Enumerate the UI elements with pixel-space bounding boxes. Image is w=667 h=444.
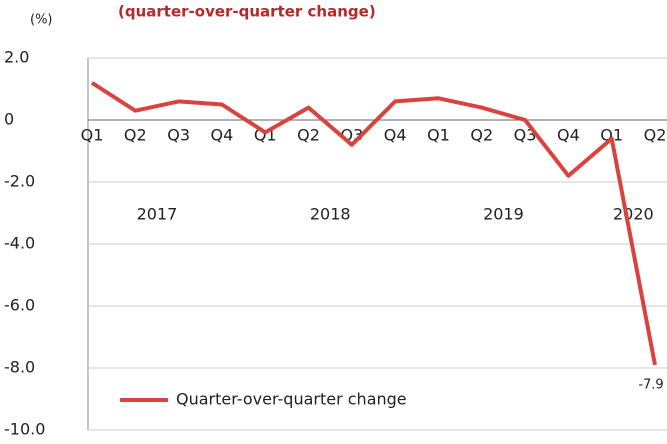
y-tick-label: -6.0 bbox=[4, 296, 35, 315]
x-tick-label: Q2 bbox=[297, 126, 320, 145]
x-tick-label: Q3 bbox=[167, 126, 190, 145]
x-tick-label: Q2 bbox=[470, 126, 493, 145]
y-tick-label: -10.0 bbox=[4, 420, 45, 439]
x-tick-label: Q2 bbox=[644, 126, 667, 145]
y-tick-label: 2.0 bbox=[4, 48, 29, 67]
year-label: 2017 bbox=[137, 205, 178, 224]
year-label: 2019 bbox=[483, 205, 524, 224]
x-tick-label: Q2 bbox=[124, 126, 147, 145]
year-label: 2020 bbox=[613, 205, 654, 224]
x-tick-label: Q1 bbox=[81, 126, 104, 145]
y-tick-label: -8.0 bbox=[4, 358, 35, 377]
legend-label: Quarter-over-quarter change bbox=[176, 390, 407, 409]
y-tick-label: -2.0 bbox=[4, 172, 35, 191]
x-tick-label: Q4 bbox=[384, 126, 407, 145]
x-tick-label: Q4 bbox=[211, 126, 234, 145]
y-tick-label: 0 bbox=[4, 110, 14, 129]
x-tick-label: Q1 bbox=[600, 126, 623, 145]
y-axis-label: (%) bbox=[30, 13, 53, 28]
data-label: -7.9 bbox=[638, 377, 663, 392]
x-tick-label: Q1 bbox=[427, 126, 450, 145]
year-label: 2018 bbox=[310, 205, 351, 224]
data-line bbox=[90, 81, 657, 366]
chart-title: (quarter-over-quarter change) bbox=[118, 3, 376, 21]
x-tick-label: Q4 bbox=[557, 126, 580, 145]
y-tick-label: -4.0 bbox=[4, 234, 35, 253]
